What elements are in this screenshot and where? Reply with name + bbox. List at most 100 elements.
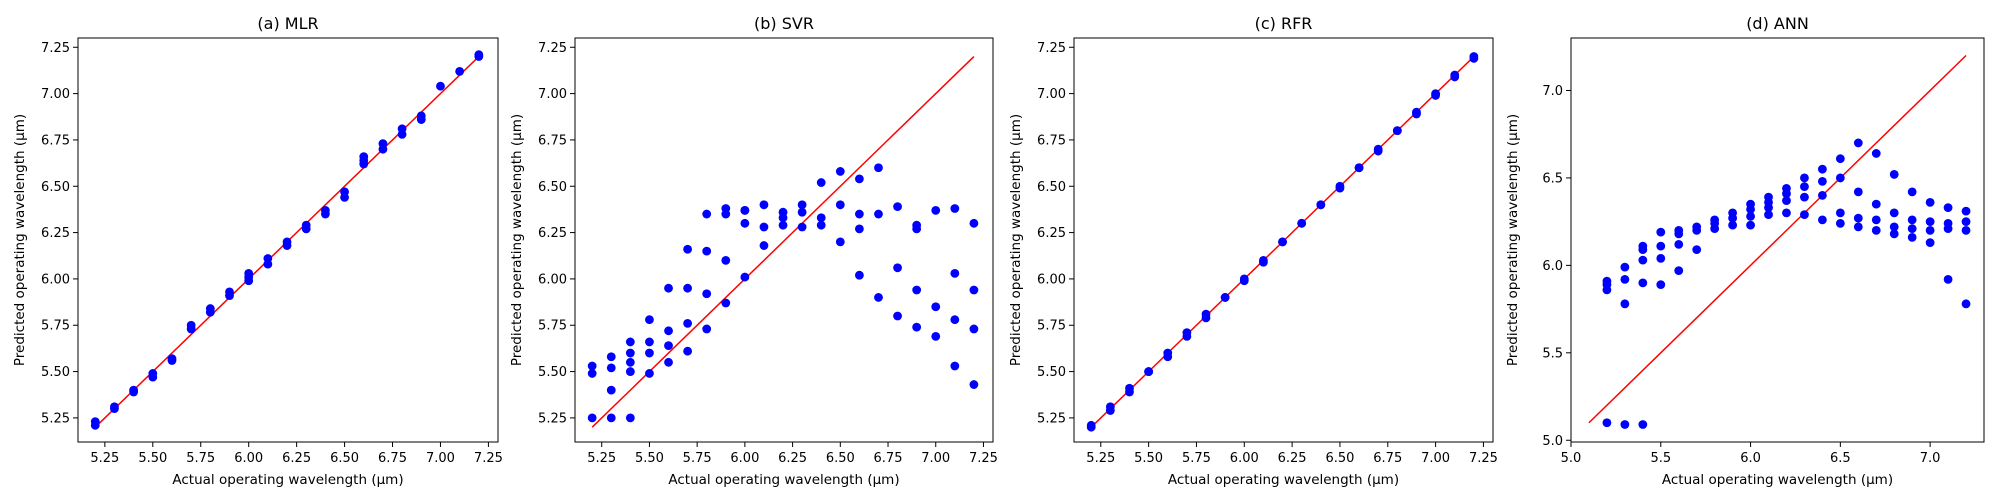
data-point: [1835, 218, 1845, 228]
data-point: [129, 385, 139, 395]
data-point: [1835, 154, 1845, 164]
data-point: [1163, 348, 1173, 358]
data-point: [359, 152, 369, 162]
data-point: [1853, 222, 1863, 232]
data-point: [702, 246, 712, 256]
data-point: [931, 205, 941, 215]
data-point: [893, 311, 902, 321]
x-tick-label: 6.50: [826, 451, 855, 466]
data-point: [625, 337, 635, 347]
y-tick-label: 6.75: [41, 133, 70, 148]
data-point: [1925, 225, 1935, 235]
data-point: [1373, 144, 1383, 154]
data-point: [664, 326, 673, 336]
x-axis-label: Actual operating wavelength (µm): [668, 472, 899, 488]
data-point: [1800, 210, 1809, 220]
chart-title: (a) MLR: [257, 14, 318, 33]
chart-panel-1: (a) MLR 5.25 5.50 5.75 6.00 6.25 6.50 6.75 7.00 7…: [12, 14, 503, 488]
data-point: [1182, 328, 1192, 338]
data-point: [1638, 278, 1648, 288]
data-point: [1907, 224, 1917, 234]
data-point: [1907, 215, 1917, 225]
data-point: [340, 187, 349, 197]
data-point: [397, 124, 407, 134]
data-point: [320, 205, 330, 215]
y-tick-label: 7.25: [41, 41, 70, 56]
data-point: [683, 244, 693, 254]
x-tick-label: 6.25: [282, 451, 311, 466]
data-point: [1620, 420, 1630, 429]
data-point: [1943, 203, 1953, 213]
plot-area: [587, 55, 979, 428]
x-tick-label: 6.25: [778, 451, 807, 466]
y-tick-label: 6.25: [1037, 226, 1066, 241]
x-tick-label: 7.25: [474, 451, 503, 466]
data-point: [1259, 255, 1268, 265]
data-point: [702, 289, 712, 299]
x-tick-label: 5.25: [587, 451, 616, 466]
data-point: [301, 220, 311, 230]
x-tick-label: 6.00: [730, 451, 759, 466]
data-point: [148, 369, 158, 378]
data-point: [874, 293, 883, 302]
x-tick-label: 5.50: [138, 451, 167, 466]
data-point: [1835, 173, 1845, 183]
data-point: [1620, 262, 1630, 272]
data-point: [225, 287, 234, 297]
data-point: [1925, 217, 1935, 227]
data-point: [969, 324, 979, 334]
chart-title: (c) RFR: [1255, 14, 1313, 33]
data-point: [1907, 232, 1917, 242]
data-point: [664, 341, 673, 351]
y-tick-label: 5.5: [1542, 346, 1563, 361]
data-point: [1871, 199, 1881, 209]
reference-line: [591, 55, 975, 428]
x-tick-label: 5.50: [635, 451, 664, 466]
data-point: [1201, 309, 1211, 319]
data-point: [1656, 280, 1666, 289]
data-point: [1961, 217, 1971, 227]
data-point: [854, 224, 864, 234]
chart-title: (d) ANN: [1746, 14, 1809, 33]
data-point: [1764, 210, 1773, 220]
plot-area: [1086, 52, 1479, 432]
data-point: [436, 81, 445, 91]
data-point: [912, 322, 922, 332]
y-axis-label: Predicted operating wavelength (µm): [509, 114, 525, 366]
data-point: [167, 354, 177, 364]
x-tick-label: 7.25: [1469, 451, 1498, 466]
data-point: [1620, 274, 1630, 284]
data-point: [474, 50, 484, 60]
data-point: [683, 318, 693, 328]
data-point: [1674, 239, 1684, 249]
data-point: [854, 174, 864, 184]
data-point: [1354, 163, 1364, 173]
x-tick-label: 6.00: [234, 451, 263, 466]
data-point: [893, 202, 902, 212]
y-tick-label: 7.0: [1542, 84, 1563, 99]
x-tick-label: 6.50: [330, 451, 359, 466]
data-point: [1800, 182, 1809, 192]
data-point: [606, 363, 616, 373]
data-point: [1943, 274, 1953, 284]
y-tick-label: 7.25: [1037, 41, 1066, 56]
y-tick-label: 7.25: [538, 41, 567, 56]
data-point: [1450, 70, 1460, 80]
x-tick-label: 7.00: [921, 451, 950, 466]
data-point: [1853, 187, 1863, 197]
data-point: [854, 209, 864, 219]
data-point: [950, 204, 960, 213]
data-point: [1431, 89, 1441, 98]
x-tick-label: 7.25: [969, 451, 998, 466]
data-point: [1220, 293, 1230, 302]
data-point: [1853, 213, 1863, 223]
data-point: [683, 283, 693, 293]
data-point: [1782, 196, 1791, 206]
data-point: [1125, 383, 1134, 393]
x-axis-label: Actual operating wavelength (µm): [172, 472, 403, 488]
data-point: [893, 263, 902, 273]
y-tick-label: 6.25: [41, 226, 70, 241]
data-point: [1728, 208, 1738, 218]
data-point: [1392, 126, 1402, 136]
data-point: [969, 218, 979, 228]
